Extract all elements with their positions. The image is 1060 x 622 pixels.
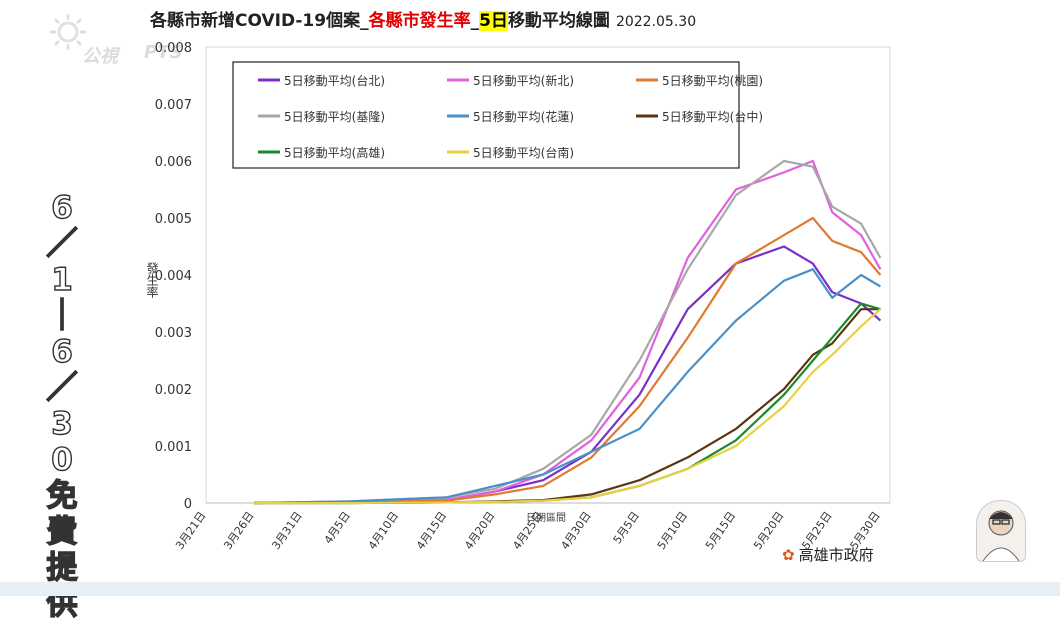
legend-label-台北: 5日移動平均(台北) bbox=[284, 73, 385, 88]
y-tick-label: 0.006 bbox=[155, 155, 192, 170]
series-line-台南 bbox=[254, 308, 882, 505]
x-tick-label: 5月10日 bbox=[655, 509, 690, 552]
legend-label-桃園: 5日移動平均(桃園) bbox=[662, 73, 763, 88]
series-line-桃園 bbox=[254, 216, 882, 505]
side-caption-char: 免 bbox=[46, 477, 78, 514]
presenter-avatar bbox=[976, 500, 1026, 562]
y-tick-label: 0.004 bbox=[155, 269, 192, 284]
y-axis-label: 發生率 bbox=[145, 261, 159, 298]
title-part4: 5日 bbox=[479, 11, 508, 31]
source-label: ✿ 高雄市政府 bbox=[782, 544, 874, 565]
y-tick-label: 0.008 bbox=[155, 41, 192, 56]
series-line-花蓮 bbox=[254, 268, 881, 505]
x-tick-label: 4月5日 bbox=[322, 509, 353, 546]
legend-label-新北: 5日移動平均(新北) bbox=[473, 73, 574, 88]
x-tick-label: 4月20日 bbox=[462, 509, 497, 552]
x-tick-label: 4月10日 bbox=[366, 509, 401, 552]
side-caption-char: 1 bbox=[51, 261, 74, 298]
x-axis-label: 日期區間 bbox=[526, 512, 566, 524]
chart-svg: 0 0.001 0.002 0.003 0.004 0.005 0.006 0.007 0.00… bbox=[145, 41, 891, 552]
watermark-brand: 公視 bbox=[82, 46, 118, 67]
legend-label-台南: 5日移動平均(台南) bbox=[473, 145, 574, 160]
x-tick-label: 3月26日 bbox=[221, 509, 256, 552]
y-tick-label: 0.003 bbox=[155, 326, 192, 341]
x-tick-label: 3月21日 bbox=[173, 509, 208, 552]
side-caption-char: ／ bbox=[46, 225, 78, 262]
series-line-新北 bbox=[254, 159, 882, 505]
legend-label-高雄: 5日移動平均(高雄) bbox=[284, 145, 385, 160]
series-line-基隆 bbox=[254, 159, 882, 505]
title-part3: _ bbox=[470, 11, 480, 31]
series-line-台北 bbox=[254, 245, 882, 505]
x-tick-label: 4月15日 bbox=[414, 509, 449, 552]
legend-label-台中: 5日移動平均(台中) bbox=[662, 109, 763, 124]
series-line-台中 bbox=[254, 308, 881, 505]
y-tick-label: 0.005 bbox=[155, 212, 192, 227]
y-tick-label: 0.001 bbox=[155, 440, 192, 455]
y-tick-label: 0 bbox=[184, 497, 192, 512]
title-part5: 移動平均線圖 bbox=[507, 11, 610, 31]
title-part1: 各縣市新增COVID-19個案_ bbox=[150, 11, 369, 31]
pts-sun-icon bbox=[50, 14, 86, 50]
x-tick-label: 3月31日 bbox=[269, 509, 304, 552]
title-date: 2022.05.30 bbox=[615, 14, 697, 30]
source-label-text: 高雄市政府 bbox=[798, 546, 874, 564]
title-part2: 各縣市發生率 bbox=[368, 11, 471, 31]
kcg-logo-icon: ✿ bbox=[782, 546, 795, 564]
side-caption-char: ／ bbox=[46, 369, 78, 406]
legend-label-基隆: 5日移動平均(基隆) bbox=[284, 109, 385, 124]
side-caption-char: 6 bbox=[51, 189, 74, 226]
side-caption-char: 0 bbox=[51, 441, 74, 478]
side-caption-char: 提 bbox=[46, 549, 78, 586]
y-tick-label: 0.007 bbox=[155, 98, 192, 113]
side-caption-char: 6 bbox=[51, 333, 74, 370]
side-caption-char: 3 bbox=[51, 405, 74, 442]
pts-logo: 公視 PTS bbox=[48, 12, 208, 72]
side-caption-char: ｜ bbox=[46, 297, 78, 334]
legend-label-花蓮: 5日移動平均(花蓮) bbox=[473, 109, 574, 124]
side-caption-char: 費 bbox=[46, 513, 78, 550]
watermark-channel: PTS bbox=[144, 42, 183, 63]
x-tick-label: 5月15日 bbox=[703, 509, 738, 552]
bottom-bar bbox=[0, 582, 1060, 596]
side-caption: 6 ／ 1 ｜ 6 ／ 3 0 免費提供 bbox=[44, 189, 80, 622]
x-tick-label: 5月5日 bbox=[611, 509, 642, 546]
y-tick-label: 0.002 bbox=[155, 383, 192, 398]
chart-title: 各縣市新增COVID-19個案_各縣市發生率_5日移動平均線圖 2022.05.3… bbox=[150, 6, 910, 31]
